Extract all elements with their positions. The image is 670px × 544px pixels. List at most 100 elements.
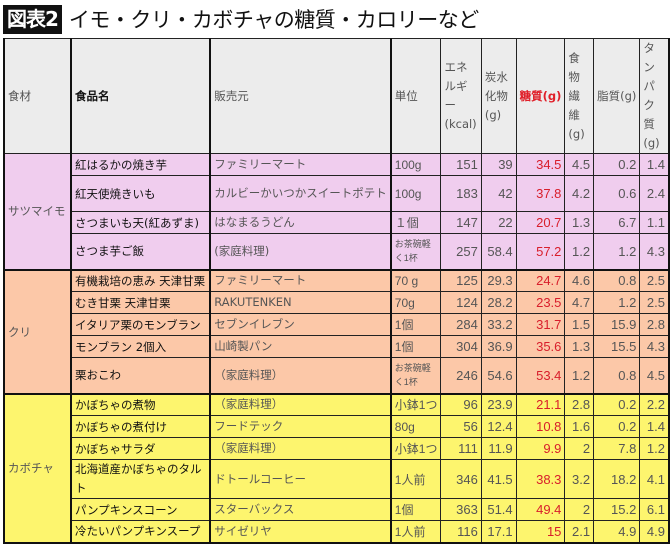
vendor-cell: （家庭料理）	[209, 393, 392, 416]
fiber-cell: 1.2	[564, 357, 595, 395]
energy-cell: 151	[440, 153, 482, 176]
vendor-cell: (家庭料理)	[209, 233, 392, 271]
food-name-cell: 北海道産かぼちゃのタルト	[69, 459, 211, 499]
energy-cell: 96	[440, 393, 482, 416]
fiber-cell: 1.6	[564, 415, 595, 438]
sugar-cell: 10.8	[515, 415, 566, 438]
energy-cell: 304	[440, 335, 482, 358]
unit-cell: 1個	[389, 498, 442, 521]
fiber-cell: 1.3	[564, 211, 595, 234]
col-header-fiber: 食物繊維(g)	[564, 38, 595, 154]
food-name-cell: パンプキンスコーン	[69, 498, 211, 521]
fiber-cell: 1.2	[564, 233, 595, 271]
fat-cell: 0.8	[593, 357, 641, 395]
header-row: 食材 食品名 販売元 単位 エネルギー(kcal) 炭水化物(g) 糖質(g) …	[3, 38, 670, 154]
fat-cell: 0.2	[593, 393, 641, 416]
fat-cell: 6.7	[593, 211, 641, 234]
unit-cell: 70g	[389, 291, 442, 314]
protein-cell: 4.5	[639, 357, 670, 395]
energy-cell: 111	[440, 437, 482, 460]
protein-cell: 2.2	[639, 393, 670, 416]
protein-cell: 2.5	[639, 269, 670, 292]
table-row: 北海道産かぼちゃのタルト ドトールコーヒー 1人前 346 41.5 38.3 3.2 18.…	[4, 459, 670, 499]
sugar-cell: 23.5	[515, 291, 566, 314]
fiber-cell: 2	[564, 437, 595, 460]
carbs-cell: 23.9	[480, 393, 517, 416]
table-row: かぼちゃサラダ （家庭料理） 小鉢1つ 111 11.9 9.9 2 7.8 1.2	[4, 437, 670, 460]
food-name-cell: モンブラン 2個入	[69, 335, 211, 358]
sugar-cell: 24.7	[515, 269, 566, 292]
sugar-cell: 31.7	[515, 313, 566, 336]
food-name-cell: 栗おこわ	[69, 357, 211, 395]
fat-cell: 15.9	[593, 313, 641, 336]
unit-cell: お茶碗軽く1杯	[389, 357, 442, 395]
col-header-protein: タンパク質(g)	[639, 38, 670, 154]
fiber-cell: 4.7	[564, 291, 595, 314]
food-name-cell: 有機栽培の恵み 天津甘栗	[69, 269, 211, 292]
vendor-cell: 山崎製パン	[209, 335, 392, 358]
energy-cell: 147	[440, 211, 482, 234]
vendor-cell: （家庭料理）	[209, 437, 392, 460]
carbs-cell: 11.9	[480, 437, 517, 460]
protein-cell: 1.4	[639, 415, 670, 438]
protein-cell: 1.1	[639, 211, 670, 234]
col-header-sugar: 糖質(g)	[515, 38, 566, 154]
carbs-cell: 22	[480, 211, 517, 234]
unit-cell: １個	[389, 211, 442, 234]
protein-cell: 6.1	[639, 498, 670, 521]
fiber-cell: 4.6	[564, 269, 595, 292]
col-header-food: 食品名	[69, 38, 211, 154]
vendor-cell: RAKUTENKEN	[209, 291, 392, 314]
fat-cell: 18.2	[593, 459, 641, 499]
carbs-cell: 58.4	[480, 233, 517, 271]
energy-cell: 363	[440, 498, 482, 521]
table-row: 紅天使焼きいも カルビーかいつかスイートポテト 100g 183 42 37.8 4.2 0.…	[4, 175, 670, 212]
figure-badge: 図表2	[3, 4, 62, 34]
sugar-cell: 53.4	[515, 357, 566, 395]
food-name-cell: 冷たいパンプキンスープ	[69, 520, 211, 544]
sugar-cell: 37.8	[515, 175, 566, 212]
category-cell: クリ	[3, 269, 72, 395]
food-name-cell: かぼちゃの煮物	[69, 393, 211, 416]
protein-cell: 2.5	[639, 291, 670, 314]
energy-cell: 124	[440, 291, 482, 314]
vendor-cell: カルビーかいつかスイートポテト	[209, 175, 392, 212]
unit-cell: 小鉢1つ	[389, 437, 442, 460]
fiber-cell: 2	[564, 498, 595, 521]
energy-cell: 125	[440, 269, 482, 292]
vendor-cell: ファミリーマート	[209, 153, 392, 176]
carbs-cell: 28.2	[480, 291, 517, 314]
vendor-cell: ドトールコーヒー	[209, 459, 392, 499]
fat-cell: 0.6	[593, 175, 641, 212]
fiber-cell: 2.1	[564, 520, 595, 544]
food-name-cell: さつま芋ご飯	[69, 233, 211, 271]
energy-cell: 284	[440, 313, 482, 336]
energy-cell: 116	[440, 520, 482, 544]
unit-cell: 100g	[389, 153, 442, 176]
sugar-cell: 20.7	[515, 211, 566, 234]
chart-title-bar: 図表2 イモ・クリ・カボチャの糖質・カロリーなど	[3, 4, 479, 34]
fiber-cell: 2.8	[564, 393, 595, 416]
energy-cell: 56	[440, 415, 482, 438]
vendor-cell: サイゼリヤ	[209, 520, 392, 544]
vendor-cell: はなまるうどん	[209, 211, 392, 234]
food-name-cell: かぼちゃサラダ	[69, 437, 211, 460]
page-title: イモ・クリ・カボチャの糖質・カロリーなど	[68, 8, 479, 32]
protein-cell: 4.1	[639, 459, 670, 499]
table-row: さつま芋ご飯 (家庭料理) お茶碗軽く1杯 257 58.4 57.2 1.2 1.2 4.3	[4, 233, 670, 271]
protein-cell: 1.2	[639, 437, 670, 460]
protein-cell: 4.9	[639, 520, 670, 544]
fiber-cell: 3.2	[564, 459, 595, 499]
fat-cell: 7.8	[593, 437, 641, 460]
unit-cell: 70 g	[389, 269, 442, 292]
carbs-cell: 36.9	[480, 335, 517, 358]
col-header-unit: 単位	[389, 38, 442, 154]
fat-cell: 1.2	[593, 291, 641, 314]
sugar-cell: 35.6	[515, 335, 566, 358]
sugar-cell: 57.2	[515, 233, 566, 271]
unit-cell: 1個	[389, 313, 442, 336]
food-name-cell: むき甘栗 天津甘栗	[69, 291, 211, 314]
carbs-cell: 51.4	[480, 498, 517, 521]
protein-cell: 4.3	[639, 233, 670, 271]
protein-cell: 2.8	[639, 313, 670, 336]
